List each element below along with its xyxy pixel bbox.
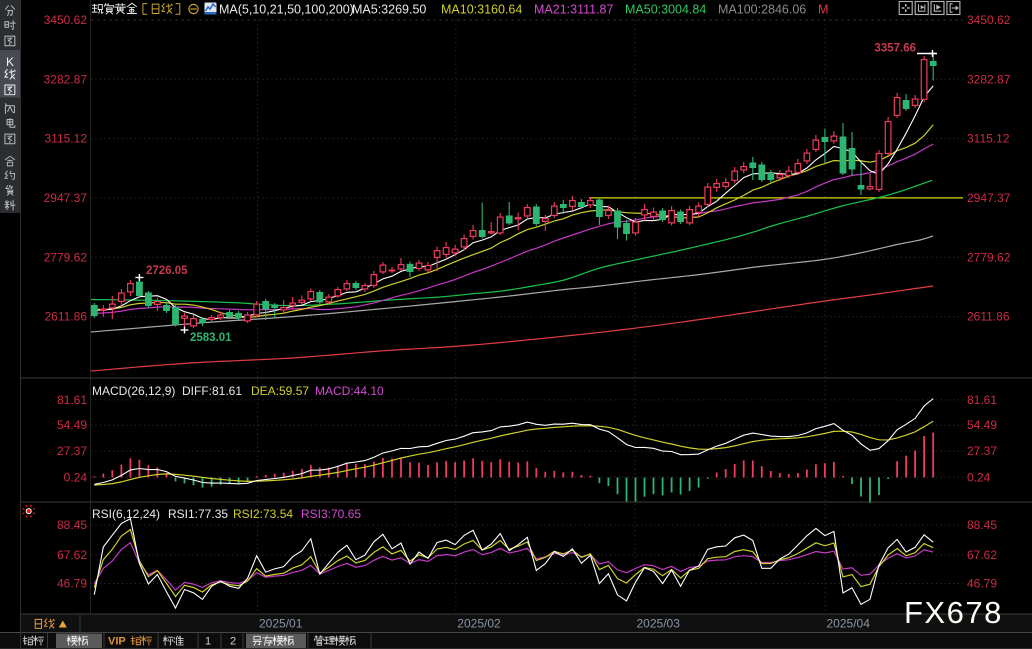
svg-text:3115.12: 3115.12 <box>967 132 1010 146</box>
svg-text:2726.05: 2726.05 <box>146 265 188 277</box>
svg-text:2947.37: 2947.37 <box>44 191 88 205</box>
svg-text:MACD:44.10: MACD:44.10 <box>315 384 384 398</box>
svg-text:MA50:3004.84: MA50:3004.84 <box>625 3 706 17</box>
svg-text:MA5:3269.50: MA5:3269.50 <box>352 3 426 17</box>
svg-text:RSI(6,12,24): RSI(6,12,24) <box>92 507 160 521</box>
svg-text:2025/04: 2025/04 <box>827 617 871 631</box>
svg-text:67.62: 67.62 <box>967 548 997 562</box>
svg-text:3357.66: 3357.66 <box>874 43 916 55</box>
svg-text:67.62: 67.62 <box>57 548 87 562</box>
svg-text:2025/02: 2025/02 <box>457 617 501 631</box>
svg-text:3282.87: 3282.87 <box>44 72 88 86</box>
svg-text:46.79: 46.79 <box>967 577 997 591</box>
svg-text:46.79: 46.79 <box>57 577 87 591</box>
svg-text:2583.01: 2583.01 <box>190 332 232 344</box>
svg-text:2779.62: 2779.62 <box>44 250 88 264</box>
svg-text:54.49: 54.49 <box>967 418 997 432</box>
svg-text:2025/03: 2025/03 <box>637 617 681 631</box>
svg-text:88.45: 88.45 <box>57 518 87 532</box>
svg-text:2611.86: 2611.86 <box>967 310 1010 324</box>
svg-text:3282.87: 3282.87 <box>967 72 1011 86</box>
svg-text:2611.86: 2611.86 <box>45 310 88 324</box>
svg-text:DIFF:81.61: DIFF:81.61 <box>182 384 242 398</box>
svg-text:3450.62: 3450.62 <box>967 13 1011 27</box>
svg-text:27.37: 27.37 <box>967 444 997 458</box>
svg-text:M: M <box>818 3 828 17</box>
svg-text:RSI1:77.35: RSI1:77.35 <box>168 507 228 521</box>
svg-text:MA(5,10,21,50,100,200): MA(5,10,21,50,100,200) <box>219 3 354 17</box>
svg-text:27.37: 27.37 <box>57 444 87 458</box>
svg-text:FX678: FX678 <box>904 595 1003 630</box>
svg-text:K: K <box>6 55 14 69</box>
svg-text:VIP: VIP <box>108 636 126 648</box>
svg-text:0.24: 0.24 <box>64 470 88 484</box>
svg-text:88.45: 88.45 <box>967 518 997 532</box>
svg-text:DEA:59.57: DEA:59.57 <box>251 384 309 398</box>
svg-text:MACD(26,12,9): MACD(26,12,9) <box>92 384 175 398</box>
svg-text:3450.62: 3450.62 <box>44 13 88 27</box>
svg-text:MA21:3111.87: MA21:3111.87 <box>534 3 614 17</box>
svg-text:81.61: 81.61 <box>967 393 997 407</box>
svg-text:MA10:3160.64: MA10:3160.64 <box>441 3 522 17</box>
svg-text:MA100:2846.06: MA100:2846.06 <box>718 3 806 17</box>
svg-text:54.49: 54.49 <box>57 418 87 432</box>
svg-text:2779.62: 2779.62 <box>967 250 1011 264</box>
svg-text:2947.37: 2947.37 <box>967 191 1011 205</box>
svg-text:RSI3:70.65: RSI3:70.65 <box>301 507 361 521</box>
svg-text:3115.12: 3115.12 <box>45 132 88 146</box>
svg-text:0.24: 0.24 <box>967 470 991 484</box>
svg-text:2: 2 <box>230 636 236 648</box>
svg-text:RSI2:73.54: RSI2:73.54 <box>233 507 293 521</box>
svg-text:81.61: 81.61 <box>57 393 87 407</box>
svg-text:1: 1 <box>205 636 211 648</box>
svg-text:2025/01: 2025/01 <box>259 617 303 631</box>
